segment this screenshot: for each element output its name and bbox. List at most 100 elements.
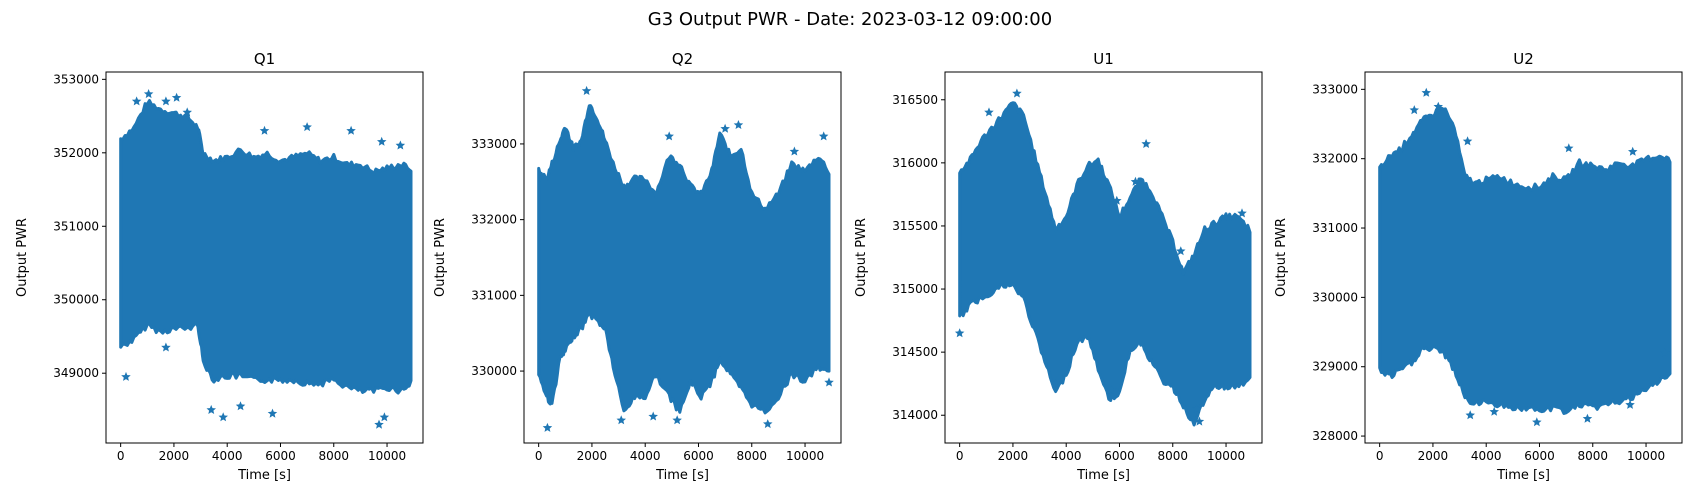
scatter-point: [379, 412, 390, 422]
scatter-point: [395, 140, 406, 150]
subplot-q1: 0 2000 4000 6000 8000 10000 349000 350000 351000…: [15, 50, 424, 483]
y-axis-label: Output PWR: [15, 218, 30, 297]
scatter-point: [143, 89, 154, 99]
x-tick-label: 4000: [1471, 449, 1502, 463]
scatter-point: [1050, 378, 1061, 388]
data-band: [1378, 87, 1672, 427]
x-tick-label: 2000: [1418, 449, 1449, 463]
x-tick-label: 4000: [1051, 449, 1082, 463]
y-tick-label: 314500: [892, 345, 938, 359]
scatter-point: [954, 328, 965, 338]
axes-frame: [105, 71, 424, 444]
y-tick-label: 332000: [1312, 152, 1358, 166]
y-tick-label: 329000: [1312, 360, 1358, 374]
y-tick-label: 333000: [471, 137, 517, 151]
x-tick-label: 0: [1376, 449, 1384, 463]
scatter-point: [616, 415, 626, 425]
y-tick-label: 352000: [53, 146, 99, 160]
scatter-point: [302, 122, 312, 132]
scatter-point: [1112, 195, 1122, 205]
y-tick-label: 353000: [53, 72, 99, 86]
x-tick-label: 6000: [683, 449, 714, 463]
scatter-point: [1489, 406, 1499, 416]
data-band: [537, 85, 834, 432]
y-axis-label: Output PWR: [1274, 218, 1289, 297]
x-tick-label: 2000: [159, 449, 190, 463]
scatter-point: [581, 85, 592, 95]
x-tick-label: 8000: [736, 449, 767, 463]
scatter-point: [1564, 143, 1574, 153]
scatter-point: [374, 419, 384, 429]
x-tick-label: 0: [535, 449, 543, 463]
x-tick-label: 8000: [1157, 449, 1188, 463]
scatter-point: [542, 422, 553, 432]
x-tick-label: 8000: [1577, 449, 1608, 463]
x-tick-label: 2000: [998, 449, 1029, 463]
scatter-point: [1141, 138, 1151, 148]
scatter-point: [1106, 385, 1117, 394]
y-tick-label: 331000: [471, 288, 517, 302]
scatter-point: [259, 125, 270, 135]
y-tick-label: 330000: [471, 364, 517, 378]
scatter-point: [664, 131, 674, 141]
scatter-point: [1433, 101, 1443, 111]
y-tick-label: 351000: [53, 219, 99, 233]
data-band: [119, 89, 413, 429]
scatter-point: [789, 146, 800, 156]
y-axis-label: Output PWR: [433, 218, 448, 297]
x-tick-label: 8000: [318, 449, 349, 463]
scatter-point: [733, 120, 744, 129]
scatter-series: [1378, 106, 1672, 415]
subplot-u2: 0 2000 4000 6000 8000 10000 328000 329000 330000…: [1274, 50, 1683, 483]
scatter-point: [984, 107, 994, 117]
subplot-title: Q1: [254, 50, 275, 68]
scatter-point: [161, 96, 171, 106]
x-axis-label: Time [s]: [1496, 468, 1550, 483]
y-tick-label: 331000: [1312, 221, 1358, 235]
scatter-point: [763, 419, 773, 429]
scatter-point: [1176, 246, 1186, 256]
x-tick-label: 10000: [1627, 449, 1665, 463]
axes-frame: [944, 71, 1263, 444]
x-tick-label: 0: [956, 449, 964, 463]
axes-frame: [1364, 71, 1683, 444]
x-tick-label: 6000: [265, 449, 296, 463]
scatter-point: [1625, 399, 1635, 409]
scatter-point: [182, 107, 192, 117]
subplot-u1: 0 2000 4000 6000 8000 10000 314000 314500 315000…: [854, 50, 1263, 483]
scatter-point: [824, 377, 834, 387]
x-tick-label: 10000: [786, 449, 824, 463]
scatter-point: [1465, 410, 1475, 420]
x-tick-label: 4000: [630, 449, 661, 463]
scatter-point: [161, 342, 171, 352]
scatter-point: [377, 136, 387, 146]
x-tick-label: 2000: [577, 449, 608, 463]
figure-suptitle: G3 Output PWR - Date: 2023-03-12 09:00:0…: [648, 9, 1052, 30]
scatter-point: [1409, 105, 1419, 115]
scatter-point: [1421, 87, 1431, 97]
subplot-title: U2: [1513, 50, 1534, 68]
scatter-point: [1194, 416, 1205, 426]
scatter-point: [206, 404, 216, 414]
x-tick-label: 6000: [1524, 449, 1555, 463]
x-tick-label: 4000: [212, 449, 243, 463]
subplot-title: U1: [1093, 50, 1114, 68]
x-tick-label: 0: [117, 449, 125, 463]
y-tick-label: 350000: [53, 293, 99, 307]
scatter-point: [672, 415, 682, 425]
scatter-point: [131, 96, 142, 106]
scatter-point: [1462, 136, 1473, 146]
y-tick-label: 332000: [471, 213, 517, 227]
y-tick-label: 349000: [53, 366, 99, 380]
scatter-point: [1192, 403, 1202, 413]
subplot-panels: 0 2000 4000 6000 8000 10000 349000 350000 351000…: [15, 50, 1683, 483]
x-tick-label: 10000: [1207, 449, 1245, 463]
scatter-point: [171, 92, 182, 102]
x-tick-label: 10000: [368, 449, 406, 463]
scatter-point: [1130, 176, 1141, 186]
data-band: [954, 88, 1252, 427]
scatter-point: [720, 123, 730, 133]
y-tick-label: 315500: [892, 219, 938, 233]
x-axis-label: Time [s]: [655, 468, 709, 483]
